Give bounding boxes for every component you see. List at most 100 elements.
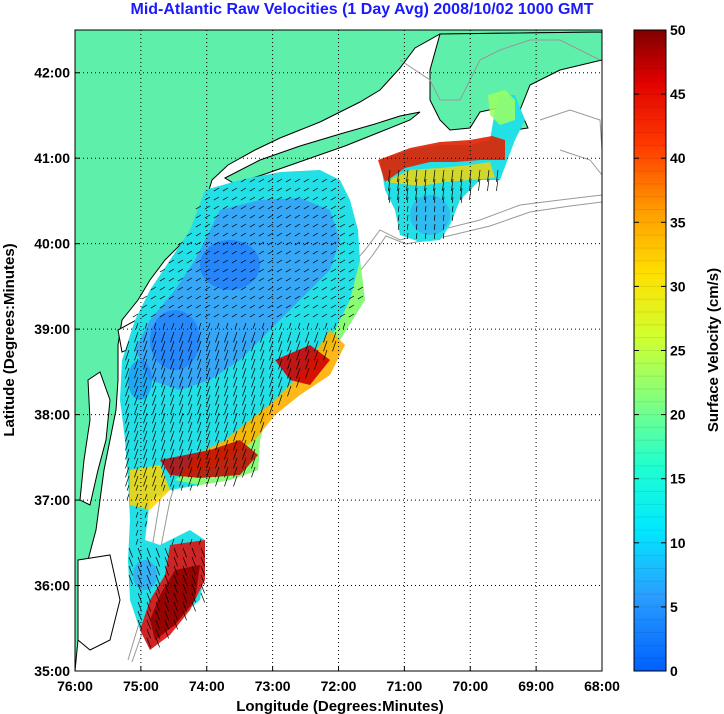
velocity-arrow [242, 421, 247, 433]
velocity-arrow [303, 214, 310, 219]
velocity-arrow [186, 286, 193, 291]
velocity-arrow [188, 421, 193, 433]
velocity-arrow [135, 493, 139, 500]
velocity-arrow [215, 448, 220, 460]
velocity-arrow [188, 331, 193, 343]
velocity-arrow [206, 430, 211, 442]
velocity-arrow [125, 475, 130, 487]
velocity-arrow [197, 376, 202, 388]
velocity-arrow [152, 421, 157, 433]
velocity-arrow [153, 322, 157, 329]
velocity-arrow [433, 214, 436, 221]
velocity-arrow [197, 448, 202, 460]
velocity-arrow [188, 403, 193, 415]
velocity-arrow [321, 304, 328, 309]
velocity-arrow [231, 313, 238, 318]
velocity-arrow [186, 241, 193, 246]
velocity-arrow [285, 187, 292, 192]
velocity-arrow [233, 367, 238, 379]
velocity-arrow [249, 214, 256, 219]
velocity-arrow [215, 430, 220, 442]
velocity-arrow [242, 349, 247, 361]
velocity-arrow [460, 178, 463, 191]
velocity-arrow [321, 196, 328, 201]
velocity-arrow [233, 376, 238, 388]
velocity-arrow [285, 241, 292, 246]
velocity-arrow [233, 412, 238, 424]
velocity-arrow [240, 250, 247, 255]
velocity-arrow [215, 385, 220, 397]
velocity-arrow [206, 340, 211, 352]
velocity-arrow [451, 196, 454, 203]
velocity-arrow [125, 358, 130, 370]
velocity-arrow [233, 340, 238, 352]
velocity-arrow [251, 439, 256, 451]
velocity-arrow [164, 547, 169, 558]
velocity-arrow [224, 475, 229, 487]
velocity-arrow [312, 205, 319, 210]
velocity-arrow [240, 196, 247, 201]
velocity-arrow [146, 637, 151, 648]
velocity-arrow [143, 421, 148, 433]
velocity-arrow [406, 178, 409, 191]
velocity-arrow [242, 385, 247, 397]
velocity-arrow [267, 178, 274, 183]
velocity-arrow [303, 178, 310, 183]
velocity-arrow [278, 340, 283, 352]
velocity-arrow [433, 187, 436, 200]
velocity-arrow [134, 475, 139, 487]
velocity-arrow [170, 367, 175, 379]
map-title: Mid-Atlantic Raw Velocities (1 Day Avg) … [131, 1, 594, 18]
velocity-arrow [188, 394, 193, 406]
velocity-arrow [323, 331, 328, 343]
outer-banks-low-spot [133, 560, 157, 590]
velocity-arrow [231, 259, 238, 264]
velocity-arrow [240, 223, 247, 228]
velocity-arrow [177, 313, 184, 318]
velocity-arrow [251, 349, 256, 361]
velocity-arrow [200, 556, 205, 567]
velocity-arrow [442, 169, 445, 182]
velocity-arrow [168, 304, 175, 309]
velocity-arrow [161, 394, 166, 406]
velocity-arrow [233, 430, 238, 442]
velocity-arrow [242, 367, 247, 379]
velocity-arrow [224, 403, 229, 415]
velocity-arrow [152, 466, 157, 478]
velocity-arrow [305, 349, 310, 361]
velocity-arrow [204, 205, 211, 210]
velocity-arrow [215, 331, 220, 343]
velocity-arrow [152, 394, 157, 406]
velocity-arrow [242, 448, 247, 460]
velocity-arrow [161, 466, 166, 478]
colorbar-tick-label: 25 [670, 343, 686, 359]
velocity-arrow [287, 349, 292, 361]
velocity-arrow [315, 322, 319, 329]
velocity-arrow [137, 601, 142, 612]
velocity-arrow [170, 439, 175, 451]
velocity-arrow [197, 475, 202, 487]
velocity-arrow [330, 178, 337, 183]
velocity-arrow [222, 196, 229, 201]
velocity-arrow [188, 466, 193, 478]
velocity-arrow [278, 367, 283, 379]
velocity-arrow [330, 277, 337, 282]
velocity-arrow [296, 376, 301, 388]
velocity-arrow [397, 214, 400, 221]
map-area [75, 30, 602, 671]
velocity-arrow [164, 592, 169, 603]
velocity-arrow [249, 295, 256, 300]
velocity-arrow [126, 493, 130, 500]
velocity-arrow [215, 403, 220, 415]
velocity-arrow [285, 223, 292, 228]
velocity-arrow [162, 322, 166, 329]
velocity-arrow [249, 178, 256, 183]
velocity-arrow [303, 295, 310, 300]
velocity-arrow [188, 340, 193, 352]
velocity-arrow [195, 313, 202, 318]
velocity-arrow [242, 430, 247, 442]
velocity-arrow [177, 268, 184, 273]
velocity-arrow [204, 232, 211, 237]
velocity-arrow [134, 376, 139, 388]
velocity-arrow [146, 601, 151, 612]
